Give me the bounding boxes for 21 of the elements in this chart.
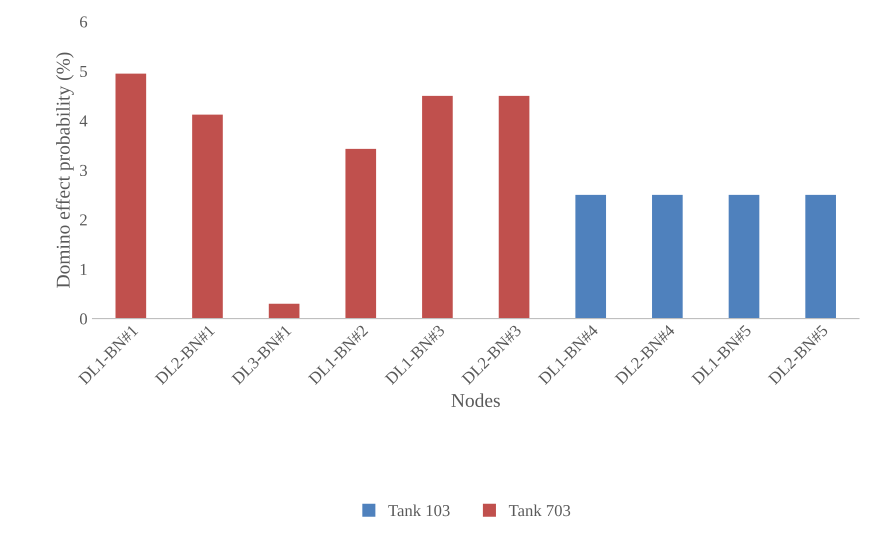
bar [116,74,146,319]
bar [498,96,530,319]
x-axis-title: Nodes [451,393,500,408]
y-tick-label: 2 [80,214,87,226]
y-tick-label: 6 [80,16,88,28]
y-tick-label: 4 [80,115,88,126]
y-tick-label: 0 [80,313,88,325]
y-tick-label: 1 [80,264,87,275]
legend-label: Tank 703 [508,504,570,516]
y-axis-title: Domino effect probability (%) [56,52,74,288]
bar [805,194,836,319]
bar [192,114,223,319]
bar [345,148,376,319]
bar [652,194,683,319]
legend-label: Tank 103 [388,504,450,516]
y-tick-label: 5 [80,66,87,78]
y-tick-label: 3 [80,164,87,176]
bar [728,194,760,319]
bar [575,194,606,319]
bar [422,96,453,319]
bar [268,304,300,319]
